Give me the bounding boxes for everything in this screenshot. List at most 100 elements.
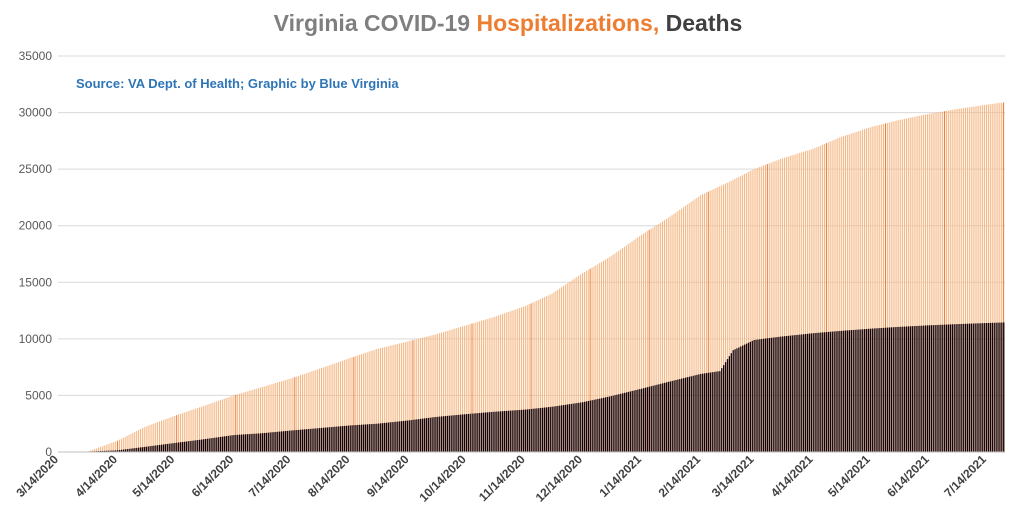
hospitalizations-bar [566,283,568,452]
hospitalizations-bar [330,364,332,452]
deaths-bar [711,372,713,452]
deaths-bar [999,322,1001,452]
hospitalizations-bar [602,260,604,452]
hospitalizations-bar [174,415,176,452]
deaths-bar [789,335,792,452]
hospitalizations-bar [477,321,479,452]
hospitalizations-bar [393,344,395,452]
hospitalizations-bar [120,438,122,452]
deaths-bar [397,421,399,452]
hospitalizations-bar [690,201,692,452]
deaths-bar [279,431,281,452]
deaths-bar [301,429,304,452]
deaths-bar [406,420,409,452]
hospitalizations-bar [966,107,968,452]
hospitalizations-bar [858,131,860,452]
deaths-bar [322,427,325,452]
deaths-bar [259,433,262,452]
hospitalizations-bar [984,104,986,453]
deaths-bar [843,330,845,452]
deaths-bar [490,412,492,452]
deaths-bar [825,332,828,452]
hospitalizations-bar [500,314,502,452]
deaths-bar [330,427,332,452]
hospitalizations-bar [498,315,500,452]
hospitalizations-bar [235,394,237,452]
deaths-bar [200,439,203,452]
deaths-bar [324,427,327,452]
deaths-bar [440,416,443,452]
hospitalizations-bar [616,252,618,452]
hospitalizations-bar [269,384,271,452]
deaths-bar [437,416,439,452]
hospitalizations-bar [959,108,961,453]
deaths-bar [442,416,445,452]
hospitalizations-bar [490,317,492,452]
deaths-bar [597,398,599,452]
hospitalizations-bar [277,382,279,452]
y-tick-label: 35000 [19,49,53,63]
hospitalizations-bar [993,103,995,453]
deaths-bar [580,402,582,452]
hospitalizations-bar [589,268,591,452]
hospitalizations-bar [702,194,704,452]
hospitalizations-bar [193,409,195,452]
hospitalizations-bar [561,287,563,452]
deaths-bar [176,442,178,452]
hospitalizations-bar [138,430,140,452]
hospitalizations-bar [210,403,212,452]
deaths-bar [881,327,883,452]
hospitalizations-bar [435,334,437,452]
hospitalizations-bar [399,343,401,452]
deaths-bar [833,331,835,452]
deaths-bar [816,332,818,452]
deaths-bar [928,325,931,452]
deaths-bar [250,433,252,452]
hospitalizations-bar [599,263,601,452]
deaths-bar [667,381,670,452]
hospitalizations-bar [359,354,361,452]
hospitalizations-bar [860,130,862,452]
hospitalizations-bar [635,238,637,452]
hospitalizations-bar [736,177,738,452]
deaths-bar [242,434,245,452]
hospitalizations-bar [985,104,987,453]
hospitalizations-bar [164,419,166,452]
deaths-bar [372,423,374,452]
hospitalizations-bar [559,288,561,452]
deaths-bar [320,427,323,452]
hospitalizations-bar [151,424,153,452]
hospitalizations-bar [883,123,885,452]
deaths-bar [408,420,410,452]
hospitalizations-bar [947,110,949,452]
deaths-bar [578,402,580,452]
hospitalizations-bar [162,420,164,452]
deaths-bar [204,439,207,452]
hospitalizations-bar [886,122,888,453]
deaths-bar [120,449,123,452]
deaths-bar [852,329,854,452]
hospitalizations-bar [439,333,441,452]
hospitalizations-bar [147,425,149,452]
hospitalizations-bar [233,395,235,452]
deaths-bar [402,420,405,452]
deaths-bar [823,332,826,452]
hospitalizations-bar [353,356,355,452]
hospitalizations-bar [637,237,639,452]
deaths-bar [839,330,841,452]
hospitalizations-bar [917,116,919,452]
deaths-bar [517,410,519,452]
hospitalizations-bar [219,400,222,452]
hospitalizations-bar [267,385,269,452]
hospitalizations-bar [673,213,675,452]
deaths-bar [246,434,248,452]
hospitalizations-bar [370,350,372,452]
hospitalizations-bar [261,386,263,452]
hospitalizations-bar [555,291,557,452]
hospitalizations-bar [433,334,435,452]
hospitalizations-bar [199,407,201,452]
deaths-bar [822,332,824,452]
deaths-bar [616,394,618,452]
hospitalizations-bar [204,405,206,452]
hospitalizations-bar [629,242,631,452]
